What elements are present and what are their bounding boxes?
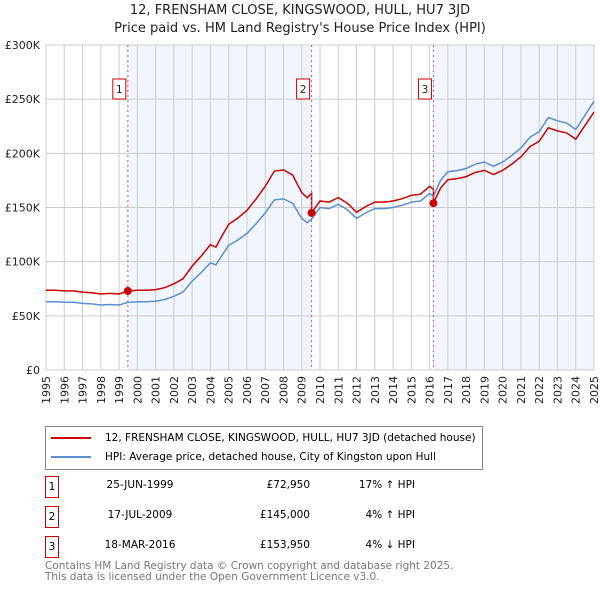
y-tick-label: £50K xyxy=(12,310,41,323)
sale-label-box xyxy=(296,78,311,100)
x-tick-label: 2016 xyxy=(424,376,437,404)
x-tick-label: 1998 xyxy=(95,376,108,404)
sale-label-number: 1 xyxy=(116,84,123,96)
sale-label-number: 3 xyxy=(422,84,429,96)
x-tick-label: 2019 xyxy=(478,376,491,404)
x-tick-label: 2017 xyxy=(442,376,455,404)
legend-label: HPI: Average price, detached house, City… xyxy=(105,451,436,463)
price-paid-line xyxy=(46,111,595,295)
sale-price: £145,000 xyxy=(259,509,310,521)
sale-label-box xyxy=(112,78,127,100)
sale-point xyxy=(307,208,316,217)
footer-line: Contains HM Land Registry data © Crown c… xyxy=(45,560,454,572)
x-tick-label: 2007 xyxy=(259,376,272,404)
legend-label: 12, FRENSHAM CLOSE, KINGSWOOD, HULL, HU7… xyxy=(105,432,476,444)
x-tick-label: 2023 xyxy=(551,376,564,404)
chart-subtitle: Price paid vs. HM Land Registry's House … xyxy=(114,21,486,36)
footer: Contains HM Land Registry data © Crown c… xyxy=(45,561,453,583)
x-tick-label: 2018 xyxy=(460,376,473,404)
x-tick-label: 2020 xyxy=(497,376,510,404)
x-tick-label: 2002 xyxy=(168,376,181,404)
x-tick-label: 2021 xyxy=(515,376,528,404)
sale-row: 1 25-JUN-1999 £72,950 17% ↑ HPI xyxy=(45,476,445,498)
sale-label-box xyxy=(417,78,432,100)
sale-row: 2 17-JUL-2009 £145,000 4% ↑ HPI xyxy=(45,506,445,528)
x-tick-label: 2013 xyxy=(369,376,382,404)
x-tick-label: 2015 xyxy=(405,376,418,404)
x-tick-label: 2004 xyxy=(204,376,217,404)
x-tick-label: 2001 xyxy=(150,376,163,404)
x-tick-label: 1997 xyxy=(77,376,90,404)
x-tick-label: 2006 xyxy=(241,376,254,404)
x-tick-label: 2025 xyxy=(588,376,600,404)
chart-title: 12, FRENSHAM CLOSE, KINGSWOOD, HULL, HU7… xyxy=(129,3,471,18)
y-tick-label: £200K xyxy=(5,147,41,160)
sale-point xyxy=(123,286,132,295)
y-tick-label: £300K xyxy=(5,39,41,52)
x-tick-label: 2009 xyxy=(296,376,309,404)
sale-hpi-diff: 4% ↑ HPI xyxy=(365,509,415,521)
sale-price: £72,950 xyxy=(266,479,310,491)
sale-point xyxy=(429,199,438,208)
x-tick-label: 1996 xyxy=(58,376,71,404)
legend-item-price-paid: 12, FRENSHAM CLOSE, KINGSWOOD, HULL, HU7… xyxy=(46,430,476,446)
sale-date: 18-MAR-2016 xyxy=(104,539,176,551)
legend: 12, FRENSHAM CLOSE, KINGSWOOD, HULL, HU7… xyxy=(45,426,483,470)
sale-date: 17-JUL-2009 xyxy=(107,509,173,521)
x-tick-label: 2003 xyxy=(186,376,199,404)
x-tick-label: 2000 xyxy=(131,376,144,404)
y-tick-label: £100K xyxy=(5,256,41,269)
y-tick-label: £0 xyxy=(26,364,40,377)
sale-hpi-diff: 4% ↓ HPI xyxy=(365,539,415,551)
sale-row: 3 18-MAR-2016 £153,950 4% ↓ HPI xyxy=(45,536,445,558)
sale-number-badge: 3 xyxy=(45,536,59,558)
sale-hpi-diff: 17% ↑ HPI xyxy=(358,479,415,491)
legend-item-hpi: HPI: Average price, detached house, City… xyxy=(46,449,436,465)
x-tick-label: 2012 xyxy=(351,376,364,404)
hpi-line xyxy=(46,100,595,306)
sale-number-badge: 2 xyxy=(45,506,59,528)
x-tick-label: 2005 xyxy=(223,376,236,404)
x-tick-label: 2008 xyxy=(277,376,290,404)
footer-line: This data is licensed under the Open Gov… xyxy=(45,571,380,583)
sale-price: £153,950 xyxy=(259,539,310,551)
x-tick-label: 2014 xyxy=(387,376,400,404)
plot-area: 1995 1996 1997 1998 1999 2000 2001 2002 2003 2004… xyxy=(5,39,600,404)
legend-swatch-blue xyxy=(51,456,91,458)
x-tick-label: 1995 xyxy=(40,376,53,404)
y-tick-label: £150K xyxy=(5,202,41,215)
x-tick-label: 2022 xyxy=(533,376,546,404)
sale-number-badge: 1 xyxy=(45,476,59,498)
x-tick-label: 2024 xyxy=(570,376,583,404)
x-tick-label: 2010 xyxy=(314,376,327,404)
x-tick-label: 2011 xyxy=(332,376,345,404)
y-tick-label: £250K xyxy=(5,93,41,106)
x-tick-label: 1999 xyxy=(113,376,126,404)
sale-label-number: 2 xyxy=(300,84,307,96)
sale-date: 25-JUN-1999 xyxy=(106,479,174,491)
legend-swatch-red xyxy=(51,437,91,439)
